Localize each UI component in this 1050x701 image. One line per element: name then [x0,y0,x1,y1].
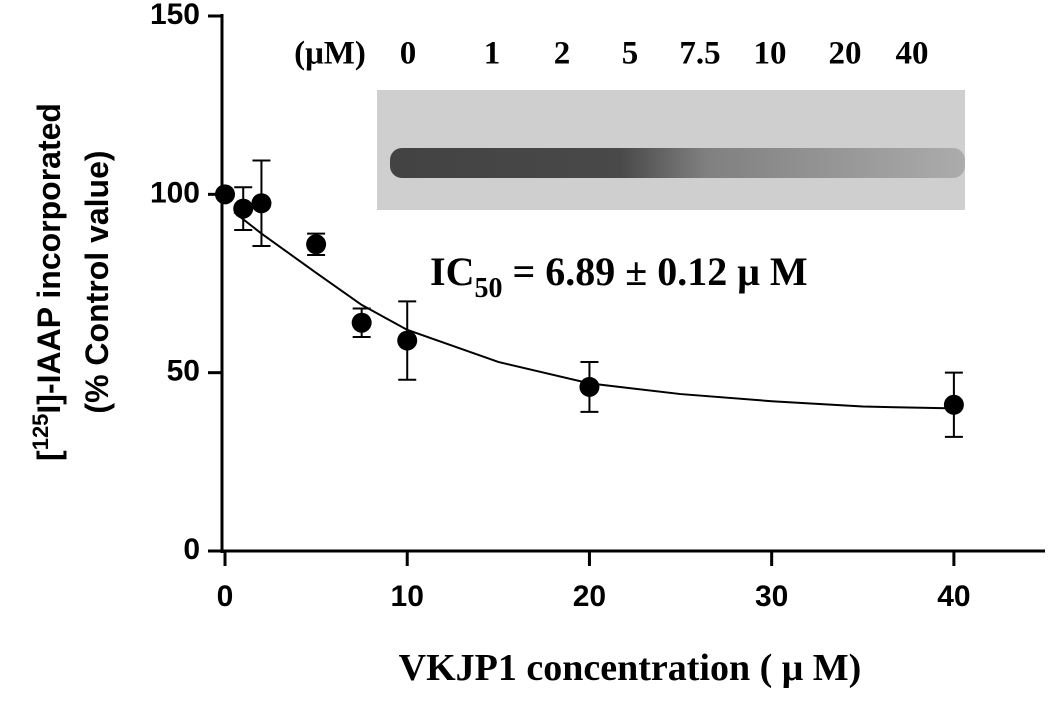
lane-label: 0 [400,36,417,72]
ic50-annotation: IC50 = 6.89 ± 0.12 μ M [430,249,808,304]
x-tick-label: 0 [217,580,234,613]
lane-label: 1 [484,36,501,72]
data-point [943,394,964,415]
fit-curve [233,211,954,410]
gel-band [390,148,965,178]
y-axis-label: [125I]-IAAP incorporated [28,103,67,461]
lane-label: 2 [554,36,571,72]
inset-unit-label: (μM) [294,36,366,72]
y-tick-label: 50 [167,355,200,388]
lane-label: 5 [622,36,639,72]
lane-label: 20 [829,36,862,72]
lane-label: 7.5 [679,36,720,72]
y-tick-label: 150 [150,0,200,31]
data-point [306,234,327,255]
x-axis-label: VKJP1 concentration ( μ M) [399,647,862,689]
y-axis-label-line2: (% Control value) [79,150,115,413]
y-tick-label: 100 [150,176,200,209]
data-point [215,184,235,205]
x-tick-label: 20 [573,580,606,613]
data-point [351,312,372,333]
y-tick-label: 0 [183,533,200,566]
lane-label: 40 [896,36,929,72]
data-point [233,198,254,219]
data-point [397,330,418,351]
x-tick-label: 40 [937,580,970,613]
data-point [251,193,272,214]
data-point [579,376,600,397]
lane-label: 10 [754,36,787,72]
x-tick-label: 10 [391,580,424,613]
x-tick-label: 30 [755,580,788,613]
